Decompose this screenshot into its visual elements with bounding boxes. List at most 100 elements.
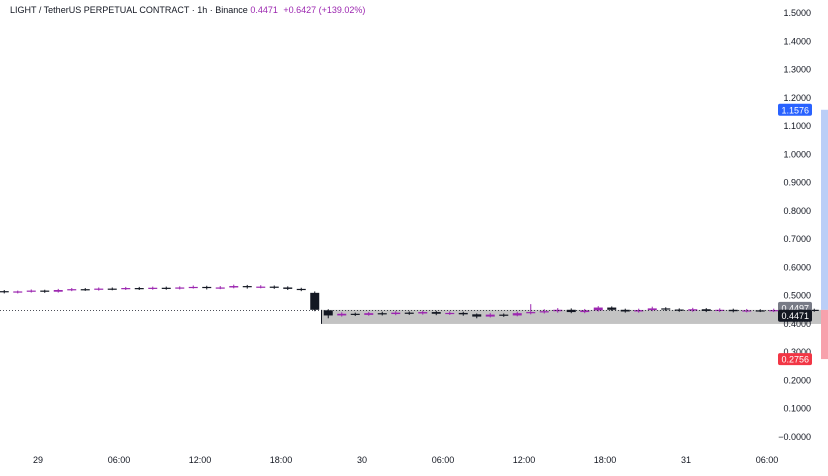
candle[interactable] <box>688 307 698 312</box>
candle[interactable] <box>526 304 536 315</box>
candle[interactable] <box>26 289 36 293</box>
profit-zone[interactable] <box>821 109 828 310</box>
candle[interactable] <box>323 309 333 319</box>
candle[interactable] <box>242 284 252 289</box>
stop-price-tag-bg <box>778 353 812 366</box>
time-tick-label: 18:00 <box>270 455 293 465</box>
price-tick-label: 1.5000 <box>783 8 811 18</box>
candle[interactable] <box>134 286 144 291</box>
time-tick-label: 12:00 <box>513 455 536 465</box>
candle-body <box>688 309 698 311</box>
candle[interactable] <box>256 285 266 289</box>
candle-body <box>161 287 171 289</box>
candle[interactable] <box>80 288 90 291</box>
candle[interactable] <box>472 313 482 319</box>
candle[interactable] <box>364 312 374 316</box>
candle-body <box>512 313 522 316</box>
candle[interactable] <box>634 308 644 313</box>
candle[interactable] <box>431 310 441 316</box>
candle[interactable] <box>94 287 104 291</box>
candle[interactable] <box>67 288 77 292</box>
candle[interactable] <box>175 286 185 290</box>
candle[interactable] <box>499 313 509 317</box>
candle-body <box>755 310 765 312</box>
candle[interactable] <box>161 286 171 290</box>
symbol-name[interactable]: LIGHT / TetherUS PERPETUAL CONTRACT <box>10 5 190 15</box>
candle[interactable] <box>715 308 725 313</box>
candle[interactable] <box>512 311 522 317</box>
candle[interactable] <box>188 285 198 289</box>
target-price-tag-text: 1.1576 <box>781 105 809 115</box>
candle-body <box>256 286 266 288</box>
candle[interactable] <box>445 311 455 315</box>
candle[interactable] <box>391 311 401 316</box>
candle[interactable] <box>809 308 819 312</box>
candle[interactable] <box>269 285 279 289</box>
candle[interactable] <box>485 313 495 318</box>
price-tick-label: 0.7000 <box>783 234 811 244</box>
candle[interactable] <box>13 290 23 294</box>
time-tick-label: 30 <box>357 455 367 465</box>
candle[interactable] <box>728 308 738 313</box>
candle-body <box>40 290 50 292</box>
candle[interactable] <box>580 308 590 314</box>
separator-dot: · <box>191 5 198 15</box>
candle-body <box>674 309 684 311</box>
candle[interactable] <box>0 290 9 294</box>
candle[interactable] <box>337 312 347 317</box>
candle[interactable] <box>310 291 320 312</box>
last-price-value: 0.4471 <box>250 5 278 15</box>
candle[interactable] <box>418 310 428 315</box>
candle-body <box>607 307 617 310</box>
candle[interactable] <box>296 287 306 292</box>
interval-label[interactable]: 1h <box>197 5 208 15</box>
candle[interactable] <box>593 306 603 312</box>
candle[interactable] <box>620 308 630 313</box>
candle[interactable] <box>107 287 117 291</box>
time-tick-label: 12:00 <box>189 455 212 465</box>
candle[interactable] <box>350 312 360 317</box>
candle[interactable] <box>215 286 225 290</box>
candle[interactable] <box>458 311 468 316</box>
candle-body <box>391 312 401 315</box>
candle[interactable] <box>755 309 765 313</box>
candle[interactable] <box>53 288 63 293</box>
candle[interactable] <box>742 308 752 313</box>
candle[interactable] <box>647 306 657 312</box>
price-axis[interactable]: 1.5000 1.4000 1.3000 1.2000 1.1000 1.0000 0.90… <box>778 8 811 442</box>
time-tick-label: 18:00 <box>594 455 617 465</box>
candle[interactable] <box>404 311 414 315</box>
candle[interactable] <box>121 286 131 291</box>
candle-body <box>26 290 36 292</box>
candle[interactable] <box>701 308 711 313</box>
candle[interactable] <box>283 286 293 291</box>
candle[interactable] <box>607 306 617 311</box>
candle[interactable] <box>553 308 563 313</box>
candle[interactable] <box>148 286 158 290</box>
candle[interactable] <box>202 285 212 290</box>
candle[interactable] <box>674 308 684 312</box>
price-tick-label: 1.2000 <box>783 93 811 103</box>
candle-body <box>310 292 320 310</box>
candle[interactable] <box>539 309 549 314</box>
candle-body <box>499 314 509 316</box>
candle-body <box>458 312 468 315</box>
candle-body <box>539 311 549 313</box>
candle[interactable] <box>769 308 779 313</box>
candle-body <box>215 287 225 289</box>
time-tick-label: 06:00 <box>108 455 131 465</box>
candle-body <box>715 309 725 311</box>
candle[interactable] <box>566 308 576 314</box>
time-axis[interactable]: 29 06:00 12:00 18:00 30 06:00 12:00 18:00 31 06:0… <box>33 455 828 465</box>
candle-body <box>202 286 212 289</box>
candle[interactable] <box>661 307 671 311</box>
position-zones <box>321 109 828 360</box>
candle-body <box>445 312 455 315</box>
candle[interactable] <box>40 289 50 293</box>
candle[interactable] <box>377 311 387 316</box>
loss-zone[interactable] <box>821 309 828 360</box>
candle[interactable] <box>229 284 239 289</box>
candle-body <box>769 310 779 312</box>
